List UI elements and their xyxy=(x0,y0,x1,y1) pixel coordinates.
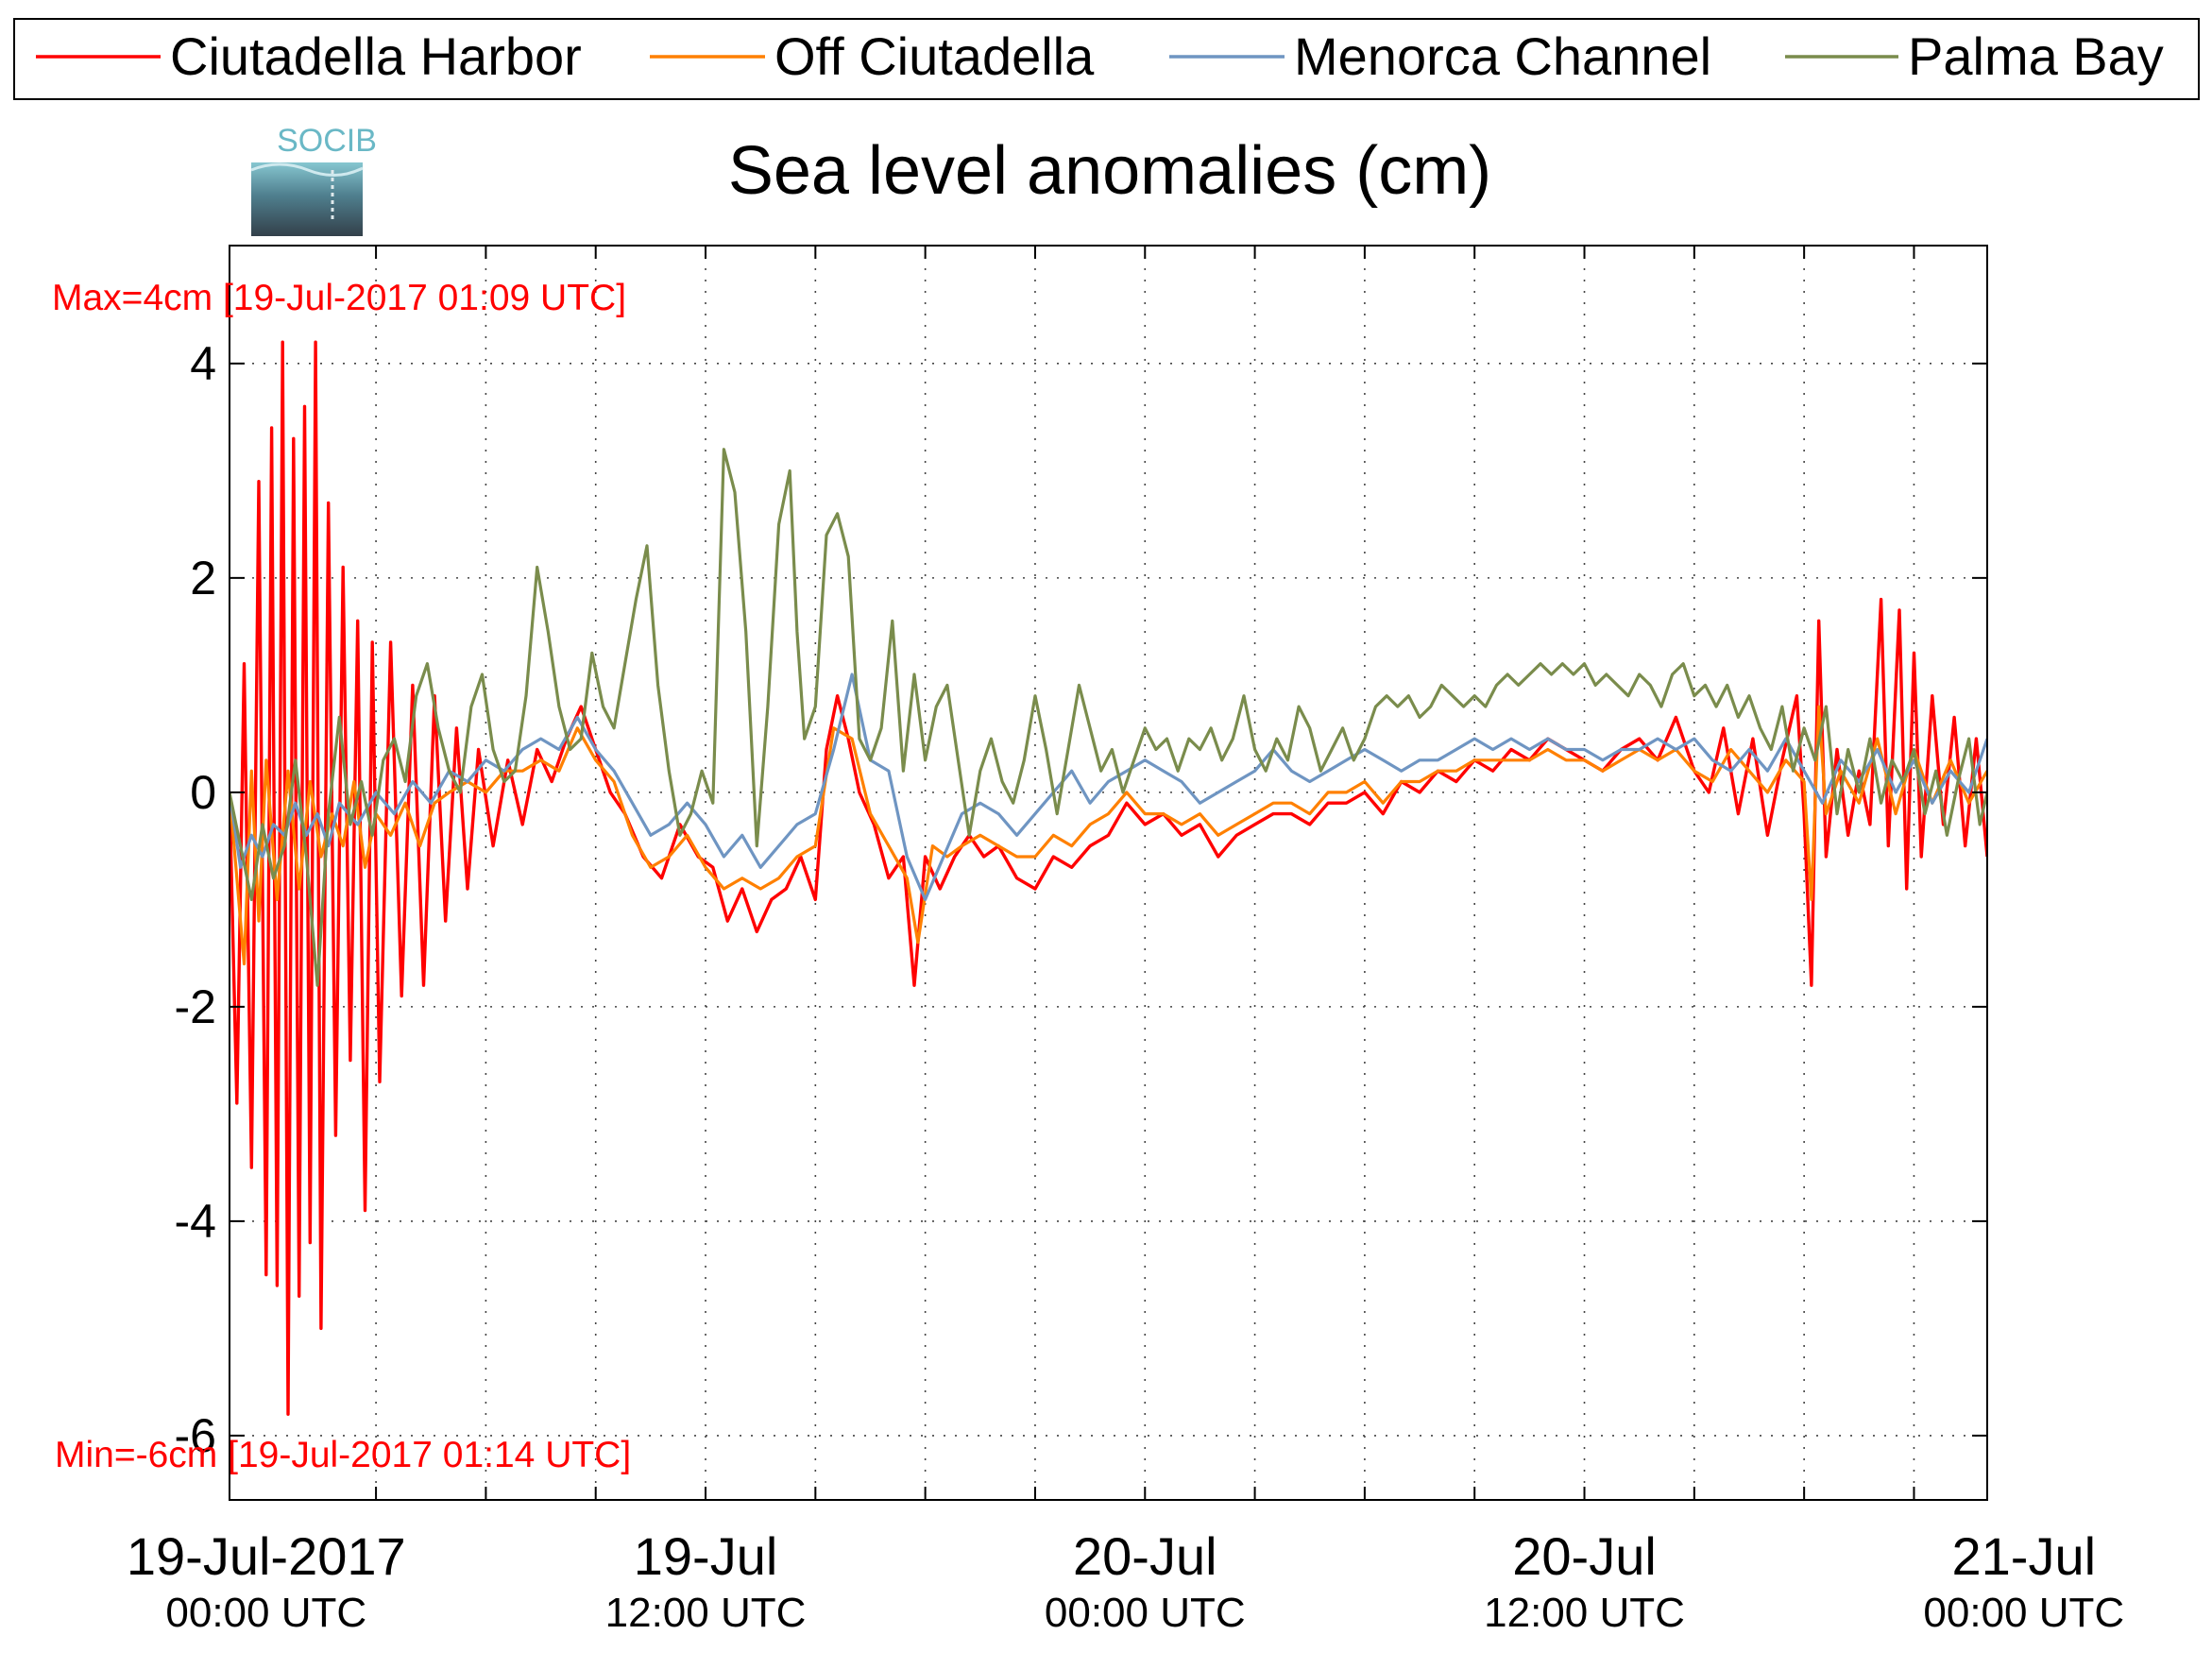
legend-label: Palma Bay xyxy=(1908,26,2164,86)
logo-text: SOCIB xyxy=(277,123,377,159)
x-tick-label-time: 12:00 UTC xyxy=(1484,1590,1685,1636)
series-line-off-ciutadella xyxy=(230,705,1987,966)
legend-label: Ciutadella Harbor xyxy=(170,26,582,86)
plot-frame xyxy=(229,245,1988,1501)
y-tick-label: -4 xyxy=(175,1195,216,1248)
chart-title: Sea level anomalies (cm) xyxy=(728,133,1491,209)
series-line-palma-bay xyxy=(230,448,1987,987)
x-tick-label-date: 20-Jul xyxy=(1073,1526,1217,1586)
y-tick-label: 2 xyxy=(190,552,216,605)
legend-label: Off Ciutadella xyxy=(774,26,1095,86)
legend: Ciutadella Harbor Off Ciutadella Menorca C… xyxy=(13,18,2200,100)
series-line-ciutadella-harbor xyxy=(230,340,1987,1416)
x-tick-label-time: 12:00 UTC xyxy=(605,1590,807,1636)
x-tick-label-time: 00:00 UTC xyxy=(165,1590,366,1636)
x-tick-label-date: 20-Jul xyxy=(1512,1526,1657,1586)
socib-logo: SOCIB xyxy=(250,123,377,236)
legend-box xyxy=(13,18,2200,100)
y-tick-label: -6 xyxy=(175,1409,216,1462)
series-group xyxy=(230,340,1987,1416)
logo-wave xyxy=(250,162,364,177)
x-tick-label-date: 21-Jul xyxy=(1952,1526,2097,1586)
min-annotation: Min=-6cm [19-Jul-2017 01:14 UTC] xyxy=(55,1435,631,1475)
x-tick-label-date: 19-Jul-2017 xyxy=(127,1526,406,1586)
y-tick-label: -2 xyxy=(175,980,216,1033)
x-tick-label-time: 00:00 UTC xyxy=(1045,1590,1246,1636)
max-annotation: Max=4cm [19-Jul-2017 01:09 UTC] xyxy=(52,278,626,318)
x-tick-label-date: 19-Jul xyxy=(634,1526,778,1586)
x-tick-label-time: 00:00 UTC xyxy=(1923,1590,2124,1636)
y-tick-label: 4 xyxy=(190,337,216,390)
y-tick-label: 0 xyxy=(190,766,216,819)
legend-label: Menorca Channel xyxy=(1294,26,1711,86)
